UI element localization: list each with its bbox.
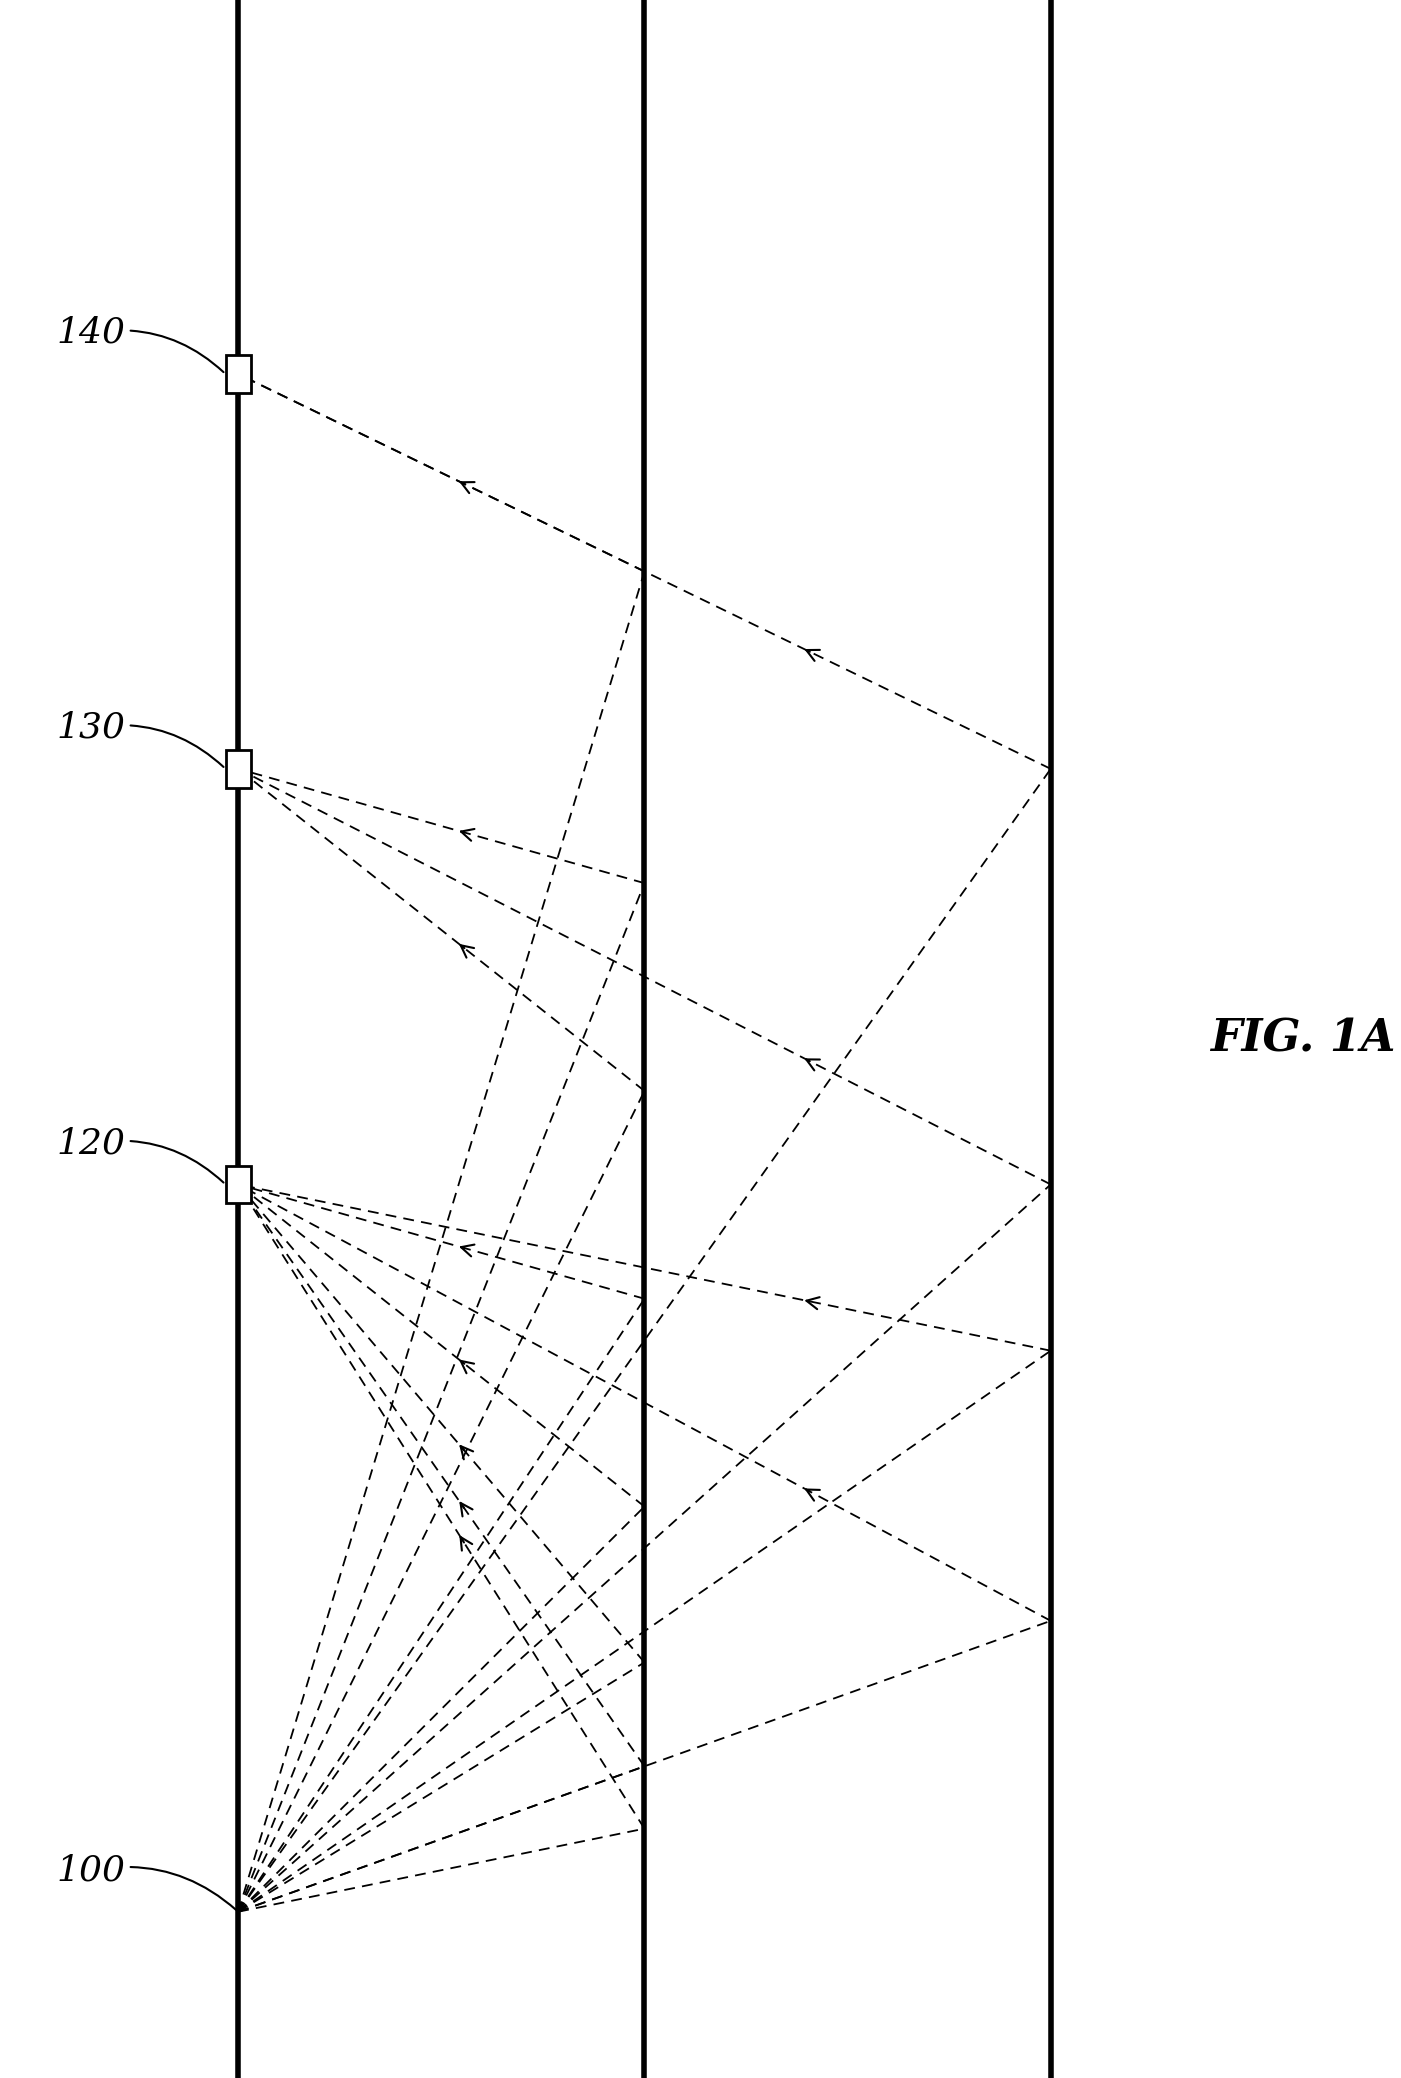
Text: 140: 140 <box>56 316 224 372</box>
Text: 120: 120 <box>56 1126 224 1182</box>
Bar <box>226 355 251 393</box>
Text: 100: 100 <box>56 1854 237 1910</box>
Text: 130: 130 <box>56 711 224 767</box>
Bar <box>226 750 251 788</box>
Bar <box>226 1166 251 1203</box>
Text: FIG. 1A: FIG. 1A <box>1210 1018 1395 1060</box>
